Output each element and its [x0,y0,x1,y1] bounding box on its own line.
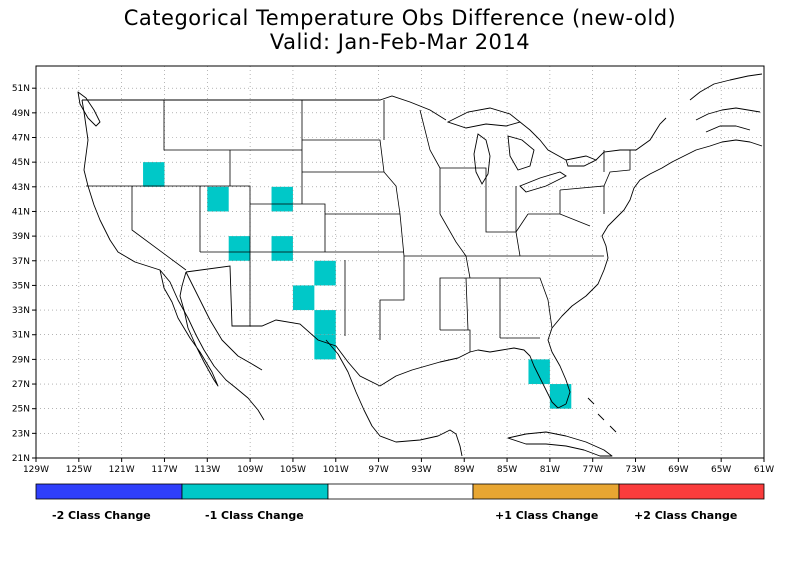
longitude-tick-label: 101W [323,465,349,475]
legend-plus1-label: +1 Class Change [495,509,599,522]
us-borders [82,95,667,387]
longitude-tick-label: 109W [237,465,263,475]
latitude-tick-label: 45N [12,158,30,168]
latitude-tick-label: 33N [12,306,30,316]
canada-coastline [689,73,763,133]
longitude-tick-label: 129W [23,465,49,475]
us-mexico-border [185,265,381,387]
latitude-tick-label: 35N [12,281,30,291]
longitude-tick-label: 73W [625,465,645,475]
difference-cell [314,260,336,286]
difference-cell [271,186,293,212]
longitude-tick-label: 61W [754,465,774,475]
longitude-tick-label: 81W [540,465,560,475]
map-frame [35,65,765,459]
lake-erie [519,171,567,193]
longitude-tick-label: 85W [497,465,517,475]
lake-superior [446,107,521,129]
legend-minus2-label: -2 Class Change [52,509,151,522]
latitude-tick-label: 41N [12,207,30,217]
axis-ticks: 129W 125W 121W 117W 113W 109W 105W 101W 97W 93W 89… [12,84,774,475]
map-subtitle: Valid: Jan-Feb-Mar 2014 [269,30,531,54]
lat-lon-grid [35,66,765,459]
vancouver-island [77,91,101,127]
map-title: Categorical Temperature Obs Difference (… [123,6,677,30]
legend-minus1-label: -1 Class Change [205,509,304,522]
longitude-tick-label: 105W [280,465,306,475]
latitude-tick-label: 27N [12,380,30,390]
great-lakes [446,107,598,193]
cuba-coastline [507,431,613,457]
color-bar [35,483,765,500]
longitude-tick-label: 121W [109,465,135,475]
state-line [86,100,631,352]
latitude-tick-label: 43N [12,183,30,193]
colorbar-plus2 [618,483,765,500]
atlantic-coastline [551,139,763,329]
florida-coastline [547,327,571,405]
colorbar-zero [327,483,474,500]
lake-ontario [565,155,598,167]
baja-coastline [159,269,219,387]
latitude-tick-label: 39N [12,232,30,242]
colorbar-plus1 [472,483,620,500]
latitude-tick-label: 37N [12,257,30,267]
map-outlines [77,73,763,457]
lake-huron [507,135,535,171]
longitude-tick-label: 113W [194,465,220,475]
difference-cell [528,359,550,385]
bahamas [587,397,617,433]
difference-cell [228,236,251,261]
lake-michigan [473,133,491,185]
difference-cells [143,162,572,409]
longitude-tick-label: 65W [711,465,731,475]
mexico-gulf-coastline [185,271,463,457]
longitude-tick-label: 89W [454,465,474,475]
longitude-tick-label: 97W [368,465,388,475]
difference-cell [314,310,336,335]
latitude-tick-label: 29N [12,355,30,365]
colorbar-minus2 [35,483,183,500]
latitude-tick-label: 31N [12,331,30,341]
gulf-coastline [379,347,567,409]
difference-cell [143,162,165,187]
pacific-coastline [81,99,265,421]
difference-cell [292,285,315,311]
latitude-tick-label: 23N [12,429,30,439]
longitude-tick-label: 93W [411,465,431,475]
state-lines [86,100,631,352]
longitude-tick-label: 69W [668,465,688,475]
latitude-tick-label: 21N [12,454,30,464]
latitude-tick-label: 49N [12,109,30,119]
latitude-tick-label: 25N [12,405,30,415]
difference-cell [549,384,572,409]
colorbar-minus1 [181,483,329,500]
longitude-tick-label: 77W [583,465,603,475]
longitude-tick-label: 125W [66,465,92,475]
latitude-tick-label: 51N [12,84,30,94]
difference-cell [207,186,229,212]
legend-plus2-label: +2 Class Change [634,509,738,522]
latitude-tick-label: 47N [12,133,30,143]
difference-cell [271,236,293,261]
longitude-tick-label: 117W [151,465,177,475]
